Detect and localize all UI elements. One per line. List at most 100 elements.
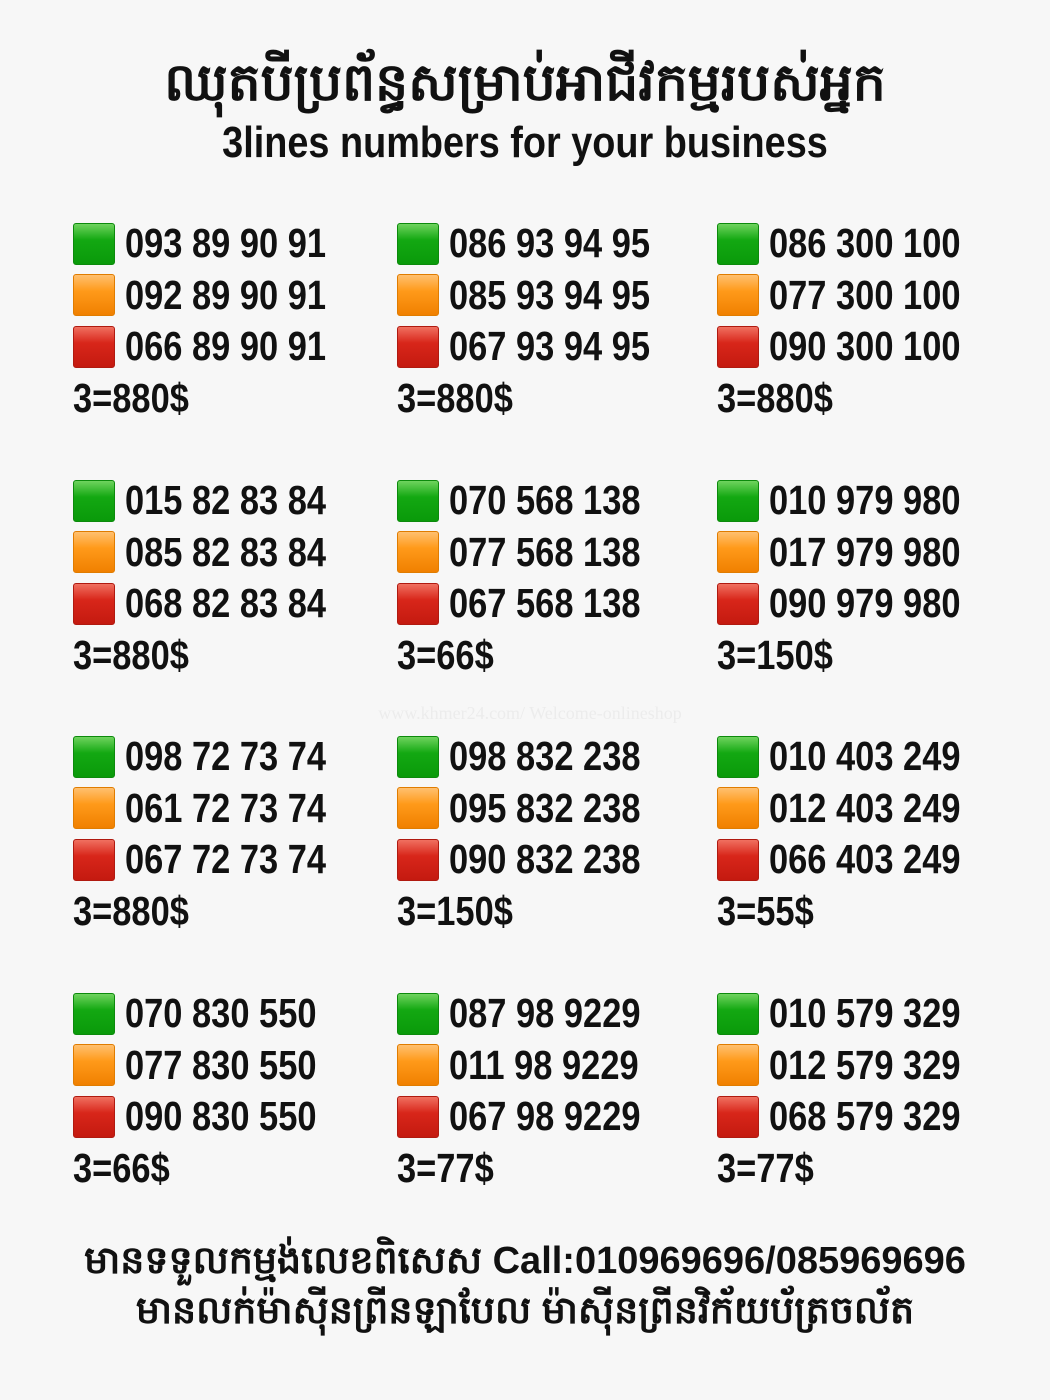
title-english: 3lines numbers for your business — [222, 118, 828, 167]
phone-number: 011 98 9229 — [449, 1041, 639, 1088]
footer-contact: មានទទួលកម្មង់លេខពិសេស Call:010969696/085… — [84, 1240, 966, 1282]
green-square-icon — [717, 222, 759, 265]
phone-number: 085 93 94 95 — [449, 271, 651, 318]
set-price: 3=77$ — [397, 1144, 494, 1191]
red-square-icon — [73, 325, 115, 368]
red-square-icon — [397, 1095, 439, 1138]
phone-number: 077 830 550 — [125, 1041, 317, 1088]
set-price: 3=880$ — [73, 631, 189, 678]
orange-square-icon — [397, 787, 439, 830]
footer-printers: មានលក់ម៉ាស៊ីនព្រីនឡាបែល ម៉ាស៊ីនព្រីនវិក័… — [135, 1290, 915, 1332]
phone-line: 066 89 90 91 — [73, 321, 393, 373]
number-set: 070 830 550 077 830 550 090 830 550 3=66$ — [73, 988, 393, 1194]
phone-line: 086 300 100 — [717, 218, 1037, 270]
phone-number: 086 93 94 95 — [449, 220, 651, 267]
green-square-icon — [717, 992, 759, 1035]
number-set: 010 579 329 012 579 329 068 579 329 3=77$ — [717, 988, 1037, 1194]
phone-number: 067 72 73 74 — [125, 836, 327, 883]
phone-line: 015 82 83 84 — [73, 475, 393, 527]
phone-number: 090 300 100 — [769, 323, 961, 370]
phone-number: 077 568 138 — [449, 528, 641, 575]
phone-line: 090 830 550 — [73, 1091, 393, 1143]
orange-square-icon — [397, 531, 439, 574]
green-square-icon — [717, 479, 759, 522]
phone-number: 070 568 138 — [449, 477, 641, 524]
set-price: 3=66$ — [73, 1144, 170, 1191]
phone-line: 068 82 83 84 — [73, 578, 393, 630]
phone-number: 070 830 550 — [125, 990, 317, 1037]
number-set: 015 82 83 84 085 82 83 84 068 82 83 84 3=… — [73, 475, 393, 681]
green-square-icon — [397, 992, 439, 1035]
set-price: 3=880$ — [397, 374, 513, 421]
phone-line: 077 830 550 — [73, 1040, 393, 1092]
phone-number: 061 72 73 74 — [125, 784, 327, 831]
phone-number: 010 579 329 — [769, 990, 961, 1037]
number-set: 086 93 94 95 085 93 94 95 067 93 94 95 3=… — [397, 218, 717, 424]
orange-square-icon — [73, 531, 115, 574]
phone-line: 067 98 9229 — [397, 1091, 717, 1143]
phone-line: 087 98 9229 — [397, 988, 717, 1040]
green-square-icon — [73, 479, 115, 522]
set-price: 3=880$ — [717, 374, 833, 421]
number-set: 098 72 73 74 061 72 73 74 067 72 73 74 3=… — [73, 731, 393, 937]
set-price: 3=55$ — [717, 887, 814, 934]
phone-number: 090 979 980 — [769, 580, 961, 627]
phone-line: 085 82 83 84 — [73, 527, 393, 579]
phone-number: 090 830 550 — [125, 1093, 317, 1140]
set-price: 3=77$ — [717, 1144, 814, 1191]
phone-line: 010 403 249 — [717, 731, 1037, 783]
phone-number: 093 89 90 91 — [125, 220, 327, 267]
number-set: 093 89 90 91 092 89 90 91 066 89 90 91 3=… — [73, 218, 393, 424]
number-set: 086 300 100 077 300 100 090 300 100 3=880… — [717, 218, 1037, 424]
red-square-icon — [73, 1095, 115, 1138]
set-price: 3=66$ — [397, 631, 494, 678]
phone-line: 070 568 138 — [397, 475, 717, 527]
phone-number: 066 89 90 91 — [125, 323, 327, 370]
phone-number: 087 98 9229 — [449, 990, 641, 1037]
phone-line: 010 579 329 — [717, 988, 1037, 1040]
phone-line: 067 93 94 95 — [397, 321, 717, 373]
phone-line: 085 93 94 95 — [397, 270, 717, 322]
green-square-icon — [397, 735, 439, 778]
phone-number: 066 403 249 — [769, 836, 961, 883]
phone-line: 011 98 9229 — [397, 1040, 717, 1092]
phone-number: 092 89 90 91 — [125, 271, 327, 318]
red-square-icon — [717, 582, 759, 625]
green-square-icon — [73, 222, 115, 265]
number-set: 010 403 249 012 403 249 066 403 249 3=55$ — [717, 731, 1037, 937]
phone-line: 070 830 550 — [73, 988, 393, 1040]
phone-number: 098 832 238 — [449, 733, 641, 780]
phone-number: 012 403 249 — [769, 784, 961, 831]
phone-number: 068 82 83 84 — [125, 580, 327, 627]
phone-number: 010 979 980 — [769, 477, 961, 524]
phone-number: 067 568 138 — [449, 580, 641, 627]
phone-line: 061 72 73 74 — [73, 783, 393, 835]
title-khmer: ឈុតបីប្រព័ន្ធសម្រាប់អាជីវកម្មរបស់អ្នក — [164, 54, 886, 112]
phone-line: 010 979 980 — [717, 475, 1037, 527]
orange-square-icon — [717, 1044, 759, 1087]
phone-line: 092 89 90 91 — [73, 270, 393, 322]
set-price: 3=880$ — [73, 887, 189, 934]
phone-number: 017 979 980 — [769, 528, 961, 575]
phone-number: 068 579 329 — [769, 1093, 961, 1140]
phone-number: 077 300 100 — [769, 271, 961, 318]
phone-line: 077 568 138 — [397, 527, 717, 579]
phone-number: 067 93 94 95 — [449, 323, 651, 370]
phone-line: 090 832 238 — [397, 834, 717, 886]
phone-number: 086 300 100 — [769, 220, 961, 267]
phone-line: 067 72 73 74 — [73, 834, 393, 886]
orange-square-icon — [73, 1044, 115, 1087]
red-square-icon — [397, 838, 439, 881]
orange-square-icon — [717, 787, 759, 830]
phone-line: 012 579 329 — [717, 1040, 1037, 1092]
phone-line: 077 300 100 — [717, 270, 1037, 322]
red-square-icon — [717, 1095, 759, 1138]
watermark: www.khmer24.com/ Welcome-onlineshop — [378, 703, 682, 723]
phone-line: 093 89 90 91 — [73, 218, 393, 270]
phone-number: 010 403 249 — [769, 733, 961, 780]
green-square-icon — [397, 479, 439, 522]
phone-line: 012 403 249 — [717, 783, 1037, 835]
phone-line: 066 403 249 — [717, 834, 1037, 886]
red-square-icon — [73, 838, 115, 881]
phone-number: 098 72 73 74 — [125, 733, 327, 780]
